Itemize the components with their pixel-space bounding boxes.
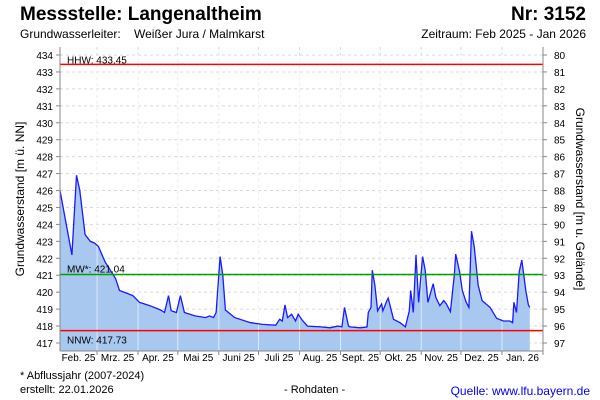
y2-tick-label: 86 [554, 153, 566, 164]
period-label: Zeitraum: Feb 2025 - Jan 2026 [421, 27, 586, 41]
y-tick-label: 417 [36, 339, 53, 350]
y-tick-label: 426 [36, 187, 53, 198]
y-tick-label: 421 [36, 271, 53, 282]
y-tick-label: 420 [36, 288, 53, 299]
x-tick-label: Juni 25 [223, 353, 256, 364]
x-tick-label: Jan. 26 [506, 353, 539, 364]
y2-tick-label: 80 [554, 51, 566, 62]
y2-tick-label: 90 [554, 220, 566, 231]
y-tick-label: 424 [36, 220, 53, 231]
x-tick-label: Aug. 25 [303, 353, 338, 364]
y-axis-title: Grundwasserstand [m ü. NN] [13, 122, 27, 277]
y2-tick-label: 89 [554, 203, 566, 214]
series-line [59, 175, 531, 329]
y2-tick-label: 83 [554, 102, 566, 113]
y2-tick-label: 84 [554, 119, 566, 130]
x-tick-label: Apr. 25 [142, 353, 174, 364]
y2-tick-label: 81 [554, 68, 566, 79]
x-tick-label: Mrz. 25 [101, 353, 135, 364]
y2-tick-label: 96 [554, 322, 566, 333]
x-tick-label: Okt. 25 [385, 353, 418, 364]
y2-axis-title: Grundwasserstand [m u. Gelände] [573, 108, 587, 291]
aquifer-value: Weißer Jura / Malmkarst [134, 27, 265, 41]
y2-tick-label: 87 [554, 170, 566, 181]
y-tick-label: 428 [36, 153, 53, 164]
y2-tick-label: 92 [554, 254, 566, 265]
y-tick-label: 430 [36, 119, 53, 130]
y2-tick-label: 97 [554, 339, 566, 350]
aquifer-label: Grundwasserleiter: [20, 27, 121, 41]
y2-tick-label: 88 [554, 187, 566, 198]
y-tick-label: 422 [36, 254, 53, 265]
x-tick-label: Mai 25 [183, 353, 213, 364]
y-tick-label: 429 [36, 136, 53, 147]
raw-data-note: - Rohdaten - [284, 384, 346, 396]
footnote: * Abflussjahr (2007-2024) [20, 370, 145, 382]
y2-tick-label: 93 [554, 271, 566, 282]
y2-tick-label: 85 [554, 136, 566, 147]
page-title: Messstelle: Langenaltheim [20, 4, 262, 25]
x-tick-label: Feb. 25 [62, 353, 96, 364]
y-tick-label: 425 [36, 203, 53, 214]
y2-tick-label: 95 [554, 305, 566, 316]
y-tick-label: 432 [36, 85, 53, 96]
x-tick-label: Nov. 25 [424, 353, 458, 364]
created-date: erstellt: 22.01.2026 [20, 384, 114, 396]
y-tick-label: 431 [36, 102, 53, 113]
y2-tick-label: 94 [554, 288, 566, 299]
reference-label: NNW: 417.73 [67, 336, 127, 347]
y-tick-label: 427 [36, 170, 53, 181]
y2-tick-label: 82 [554, 85, 566, 96]
reference-label: HHW: 433.45 [67, 55, 127, 66]
y-tick-label: 434 [36, 51, 53, 62]
y2-tick-label: 91 [554, 237, 566, 248]
y-tick-label: 423 [36, 237, 53, 248]
y-tick-label: 433 [36, 68, 53, 79]
station-number: Nr: 3152 [511, 4, 586, 25]
y-tick-label: 419 [36, 305, 53, 316]
y-tick-label: 418 [36, 322, 53, 333]
x-tick-label: Juli 25 [265, 353, 294, 364]
x-tick-label: Dez. 25 [464, 353, 499, 364]
reference-label: MW*: 421.04 [67, 265, 125, 276]
x-tick-label: Sept. 25 [342, 353, 380, 364]
source-link[interactable]: Quelle: www.lfu.bayern.de [450, 384, 590, 398]
